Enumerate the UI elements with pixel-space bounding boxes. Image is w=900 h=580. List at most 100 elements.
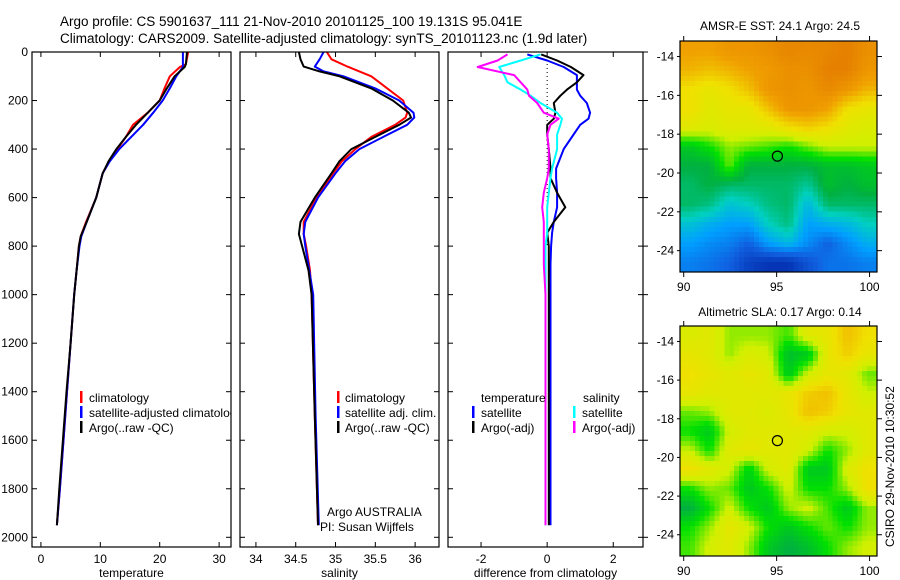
heatmap-cell [808,426,814,432]
heatmap-cell [867,256,873,263]
heatmap-cell [803,181,809,188]
heatmap-cell [867,231,873,238]
heatmap-cell [763,71,770,77]
heatmap-cell [852,416,858,422]
heatmap-cell [704,501,711,507]
heatmap-cell [724,231,730,238]
heatmap-cell [857,216,863,223]
heatmap-cell [827,166,834,173]
heatmap-cell [763,461,770,467]
heatmap-cell [817,256,824,263]
heatmap-cell [768,71,775,77]
heatmap-cell [714,486,720,492]
heatmap-cell [832,166,839,173]
heatmap-cell [680,421,686,427]
heatmap-cell [783,96,789,102]
heatmap-cell [827,181,834,188]
heatmap-cell [783,181,789,188]
heatmap-cell [699,56,706,62]
heatmap-cell [739,186,745,193]
heatmap-cell [694,486,701,492]
heatmap-cell [798,486,804,492]
heatmap-cell [724,461,730,467]
heatmap-cell [689,226,696,233]
heatmap-cell [753,546,760,552]
heatmap-cell [872,101,878,107]
heatmap-cell [852,471,858,477]
heatmap-cell [872,506,878,512]
x-tick-label: 30 [212,552,226,566]
heatmap-cell [847,46,853,52]
x-tick-label: 10 [94,552,108,566]
heatmap-cell [694,111,701,117]
heatmap-cell [812,456,819,462]
heatmap-cell [744,221,750,228]
heatmap-cell [763,241,770,248]
heatmap-cell [699,536,706,542]
heatmap-cell [704,391,711,397]
heatmap-cell [773,251,780,258]
heatmap-cell [817,531,824,537]
heatmap-cell [847,251,853,258]
heatmap-cell [867,546,873,552]
heatmap-cell [788,461,794,467]
heatmap-cell [817,236,824,243]
heatmap-cell [744,216,750,223]
heatmap-cell [758,526,765,532]
heatmap-cell [857,176,863,183]
heatmap-cell [773,51,780,57]
heatmap-cell [689,351,696,357]
heatmap-cell [680,466,686,472]
heatmap-cell [758,81,765,87]
heatmap-cell [798,231,804,238]
heatmap-cell [709,206,716,213]
heatmap-cell [768,186,775,193]
heatmap-cell [744,241,750,248]
heatmap-cell [748,441,755,447]
heatmap-cell [872,166,878,173]
y-tick-label: 400 [8,142,28,156]
heatmap-cell [817,471,824,477]
heatmap-cell [817,426,824,432]
heatmap-cell [788,181,794,188]
heatmap-cell [753,411,760,417]
heatmap-cell [837,381,844,387]
heatmap-cell [739,241,745,248]
heatmap-cell [852,46,858,52]
heatmap-cell [867,531,873,537]
heatmap-cell [847,456,853,462]
heatmap-cell [842,206,849,213]
legend-swatch-climatology [337,391,340,403]
heatmap-cell [842,41,849,47]
heatmap-cell [739,131,745,138]
heatmap-cell [832,146,839,153]
heatmap-cell [714,176,720,183]
heatmap-cell [758,466,765,472]
heatmap-cell [842,121,849,127]
heatmap-cell [798,171,804,178]
heatmap-cell [812,481,819,487]
heatmap-cell [837,236,844,243]
heatmap-cell [704,381,711,387]
heatmap-cell [719,441,725,447]
heatmap-cell [768,251,775,258]
heatmap-cell [773,91,780,97]
heatmap-cell [724,66,730,72]
heatmap-cell [734,466,740,472]
heatmap-cell [724,156,730,163]
heatmap-cell [817,266,824,273]
heatmap-cell [827,171,834,178]
heatmap-cell [803,236,809,243]
heatmap-cell [862,131,868,138]
legend-swatch-sal-argo [573,421,576,433]
heatmap-cell [684,176,691,183]
heatmap-cell [753,371,760,377]
heatmap-cell [763,411,770,417]
heatmap-cell [842,161,849,168]
heatmap-cell [778,336,785,342]
heatmap-cell [753,196,760,203]
heatmap-cell [827,346,834,352]
heatmap-cell [689,376,696,382]
heatmap-cell [832,71,839,77]
heatmap-cell [729,416,735,422]
